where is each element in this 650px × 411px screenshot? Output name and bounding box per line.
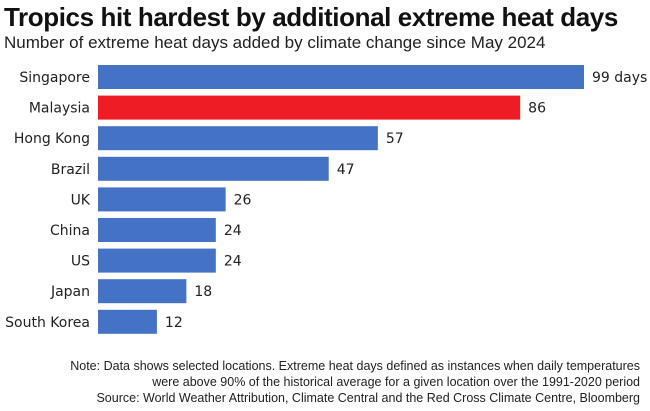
bar-hong-kong <box>98 126 378 151</box>
bar-us <box>98 248 216 273</box>
value-label-china: 24 <box>224 223 242 239</box>
value-label-uk: 26 <box>234 192 252 208</box>
category-label-malaysia: Malaysia <box>29 101 90 117</box>
bar-malaysia <box>98 95 521 120</box>
footer-note-line-1: Note: Data shows selected locations. Ext… <box>70 359 640 373</box>
value-label-singapore: 99 days <box>592 70 647 86</box>
category-label-hong-kong: Hong Kong <box>14 131 90 147</box>
bar-singapore <box>98 65 584 89</box>
chart-subtitle: Number of extreme heat days added by cli… <box>4 33 546 52</box>
value-label-us: 24 <box>224 254 242 270</box>
bar-south-korea <box>98 309 157 334</box>
bar-china <box>98 218 216 242</box>
bar-uk <box>98 187 226 212</box>
category-label-brazil: Brazil <box>51 162 90 178</box>
value-label-malaysia: 86 <box>528 101 546 117</box>
bar-japan <box>98 279 187 304</box>
category-label-us: US <box>71 254 90 270</box>
chart-title: Tropics hit hardest by additional extrem… <box>4 2 618 32</box>
bars <box>98 65 584 334</box>
bar-chart: Singapore Malaysia Hong Kong Brazil UK China U… <box>5 65 647 334</box>
bar-brazil <box>98 156 329 181</box>
value-label-hong-kong: 57 <box>386 131 404 147</box>
category-labels: Singapore Malaysia Hong Kong Brazil UK China U… <box>5 70 91 331</box>
category-label-china: China <box>50 223 90 239</box>
footer-source: Source: World Weather Attribution, Clima… <box>96 391 640 405</box>
value-label-south-korea: 12 <box>165 315 183 331</box>
category-label-japan: Japan <box>50 284 90 300</box>
chart-footer: Note: Data shows selected locations. Ext… <box>70 358 640 406</box>
category-label-uk: UK <box>71 192 91 208</box>
value-label-japan: 18 <box>194 284 212 300</box>
value-labels: 99 days 86 57 47 26 24 24 18 12 <box>165 70 647 331</box>
value-label-brazil: 47 <box>337 162 355 178</box>
category-label-singapore: Singapore <box>19 70 90 86</box>
category-label-south-korea: South Korea <box>5 315 90 331</box>
footer-note-line-2: were above 90% of the historical average… <box>152 375 640 389</box>
